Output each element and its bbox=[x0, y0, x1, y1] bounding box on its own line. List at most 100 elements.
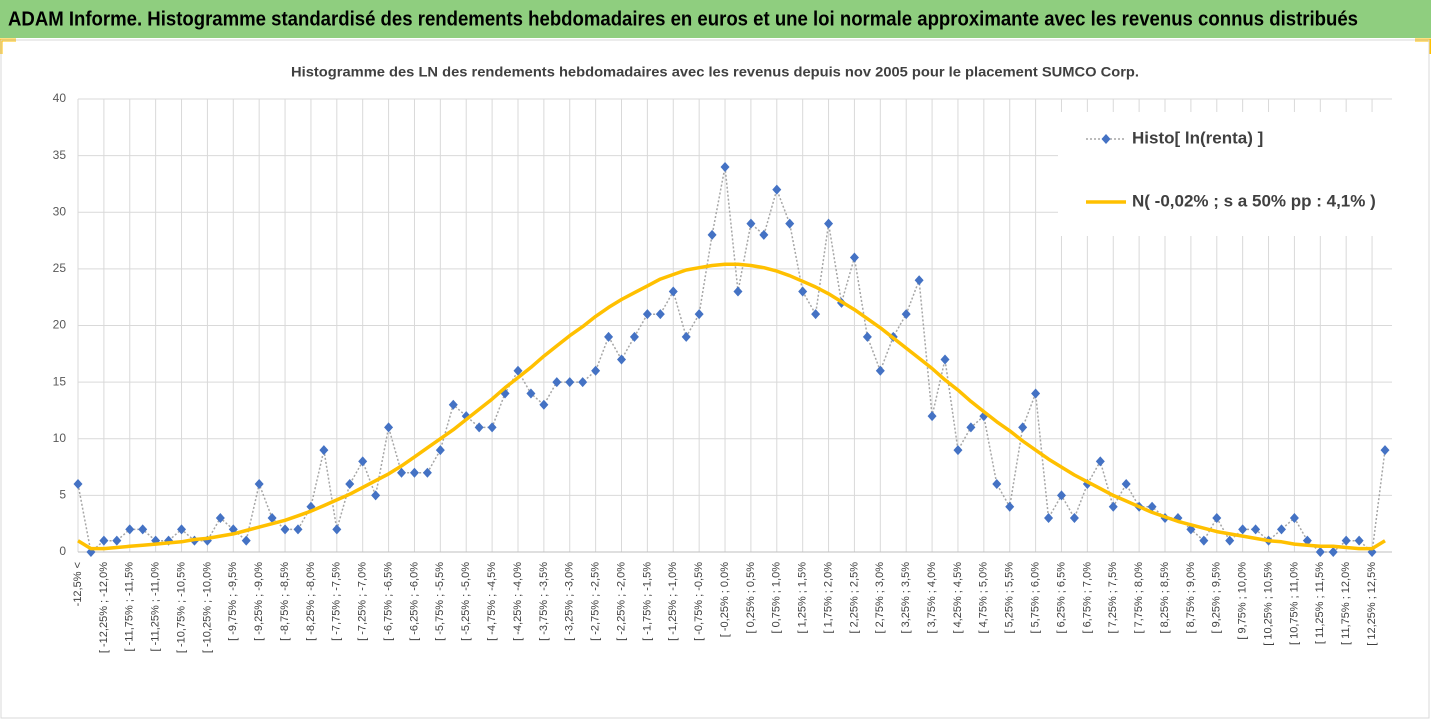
x-tick-label: [ 6,25% ; 6,5% bbox=[1055, 562, 1067, 634]
data-point bbox=[655, 309, 665, 320]
data-point bbox=[1005, 501, 1015, 512]
data-point bbox=[474, 422, 484, 433]
chart-subtitle: Histogramme des LN des rendements hebdom… bbox=[291, 64, 1139, 80]
x-tick-label: [ -2,25% ; -2,0% bbox=[615, 562, 627, 641]
title-bar bbox=[0, 0, 1431, 38]
data-point bbox=[992, 479, 1002, 490]
chart-frame bbox=[0, 39, 1430, 719]
x-tick-label: [ -0,75% ; -0,5% bbox=[693, 562, 705, 641]
data-point bbox=[940, 354, 950, 365]
data-point bbox=[448, 399, 458, 410]
x-tick-label: [ 3,25% ; 3,5% bbox=[900, 562, 912, 634]
x-tick-label: [ 5,25% ; 5,5% bbox=[1004, 562, 1016, 634]
data-point bbox=[1031, 388, 1041, 399]
x-tick-label: [ 6,75% ; 7,0% bbox=[1081, 562, 1093, 634]
x-tick-label: [ -10,75% ; -10,5% bbox=[175, 562, 187, 653]
data-point bbox=[591, 365, 601, 376]
data-point bbox=[1251, 524, 1261, 535]
data-point bbox=[604, 331, 614, 342]
data-point bbox=[927, 411, 937, 422]
data-point bbox=[849, 252, 859, 263]
x-tick-label: [ -1,75% ; -1,5% bbox=[641, 562, 653, 641]
x-tick-label: [ 4,75% ; 5,0% bbox=[978, 562, 990, 634]
data-point bbox=[422, 467, 432, 478]
x-tick-label: [ 2,75% ; 3,0% bbox=[874, 562, 886, 634]
data-point bbox=[1302, 535, 1312, 546]
data-point bbox=[1108, 501, 1118, 512]
legend-marker bbox=[1101, 134, 1111, 144]
data-point bbox=[772, 184, 782, 195]
x-tick-label: [ -9,75% ; -9,5% bbox=[227, 562, 239, 641]
y-tick-label: 0 bbox=[59, 544, 66, 558]
data-point bbox=[319, 445, 329, 456]
x-tick-label: [ -12,25% ; -12,0% bbox=[98, 562, 110, 653]
data-point bbox=[565, 377, 575, 388]
data-point bbox=[138, 524, 148, 535]
legend-label: Histo[ ln(renta) ] bbox=[1132, 128, 1263, 147]
data-point bbox=[1095, 456, 1105, 467]
data-point bbox=[746, 218, 756, 229]
data-point bbox=[811, 309, 821, 320]
data-point bbox=[513, 365, 523, 376]
data-point bbox=[1380, 445, 1390, 456]
data-point bbox=[345, 479, 355, 490]
x-tick-label: [ 8,75% ; 9,0% bbox=[1185, 562, 1197, 634]
x-tick-label: [ 0,75% ; 1,0% bbox=[771, 562, 783, 634]
x-tick-label: [ -5,25% ; -5,0% bbox=[460, 562, 472, 641]
data-point bbox=[1056, 490, 1066, 501]
data-point bbox=[293, 524, 303, 535]
data-point bbox=[332, 524, 342, 535]
data-point bbox=[1069, 513, 1079, 524]
data-point bbox=[862, 331, 872, 342]
x-tick-label: [ -10,25% ; -10,0% bbox=[201, 562, 213, 653]
data-point bbox=[1238, 524, 1248, 535]
x-tick-label: [ 12,25% ; 12,5% bbox=[1366, 562, 1378, 646]
data-point bbox=[539, 399, 549, 410]
x-tick-label: [ -3,25% ; -3,0% bbox=[564, 562, 576, 641]
y-tick-label: 15 bbox=[53, 374, 67, 388]
x-tick-label: -12,5% < bbox=[72, 562, 84, 606]
x-tick-label: [ -1,25% ; -1,0% bbox=[667, 562, 679, 641]
x-tick-label: [ -5,75% ; -5,5% bbox=[434, 562, 446, 641]
x-tick-label: [ 7,75% ; 8,0% bbox=[1133, 562, 1145, 634]
data-point bbox=[681, 331, 691, 342]
data-point bbox=[1225, 535, 1235, 546]
x-tick-label: [ -7,75% ; -7,5% bbox=[331, 562, 343, 641]
data-point bbox=[358, 456, 368, 467]
x-tick-label: [ 5,75% ; 6,0% bbox=[1030, 562, 1042, 634]
data-point bbox=[1276, 524, 1286, 535]
y-tick-label: 10 bbox=[53, 431, 67, 445]
x-tick-label: [ -8,75% ; -8,5% bbox=[279, 562, 291, 641]
data-point bbox=[617, 354, 627, 365]
data-point bbox=[707, 229, 717, 240]
data-point bbox=[875, 365, 885, 376]
data-point bbox=[668, 286, 678, 297]
x-tick-label: [ -2,75% ; -2,5% bbox=[590, 562, 602, 641]
x-tick-label: [ -8,25% ; -8,0% bbox=[305, 562, 317, 641]
data-point bbox=[1212, 513, 1222, 524]
x-tick-label: [ -11,75% ; -11,5% bbox=[124, 562, 136, 652]
data-point bbox=[371, 490, 381, 501]
legend-box bbox=[1058, 112, 1420, 236]
data-point bbox=[280, 524, 290, 535]
x-tick-label: [ 4,25% ; 4,5% bbox=[952, 562, 964, 634]
data-point bbox=[642, 309, 652, 320]
data-point bbox=[733, 286, 743, 297]
data-point bbox=[254, 479, 264, 490]
data-point bbox=[384, 422, 394, 433]
x-tick-label: [ 10,75% ; 11,0% bbox=[1288, 562, 1300, 645]
data-point bbox=[694, 309, 704, 320]
y-tick-label: 20 bbox=[53, 318, 67, 332]
data-point bbox=[966, 422, 976, 433]
x-tick-label: [ 0,25% ; 0,5% bbox=[745, 562, 757, 634]
data-point bbox=[125, 524, 135, 535]
data-point bbox=[1199, 535, 1209, 546]
data-point bbox=[487, 422, 497, 433]
page-title: ADAM Informe. Histogramme standardisé de… bbox=[8, 8, 1358, 30]
data-point bbox=[1315, 547, 1325, 557]
x-tick-label: [ -6,25% ; -6,0% bbox=[408, 562, 420, 641]
x-tick-label: [ -11,25% ; -11,0% bbox=[150, 562, 162, 652]
data-point bbox=[798, 286, 808, 297]
data-point bbox=[73, 479, 83, 490]
data-point bbox=[1341, 535, 1351, 546]
